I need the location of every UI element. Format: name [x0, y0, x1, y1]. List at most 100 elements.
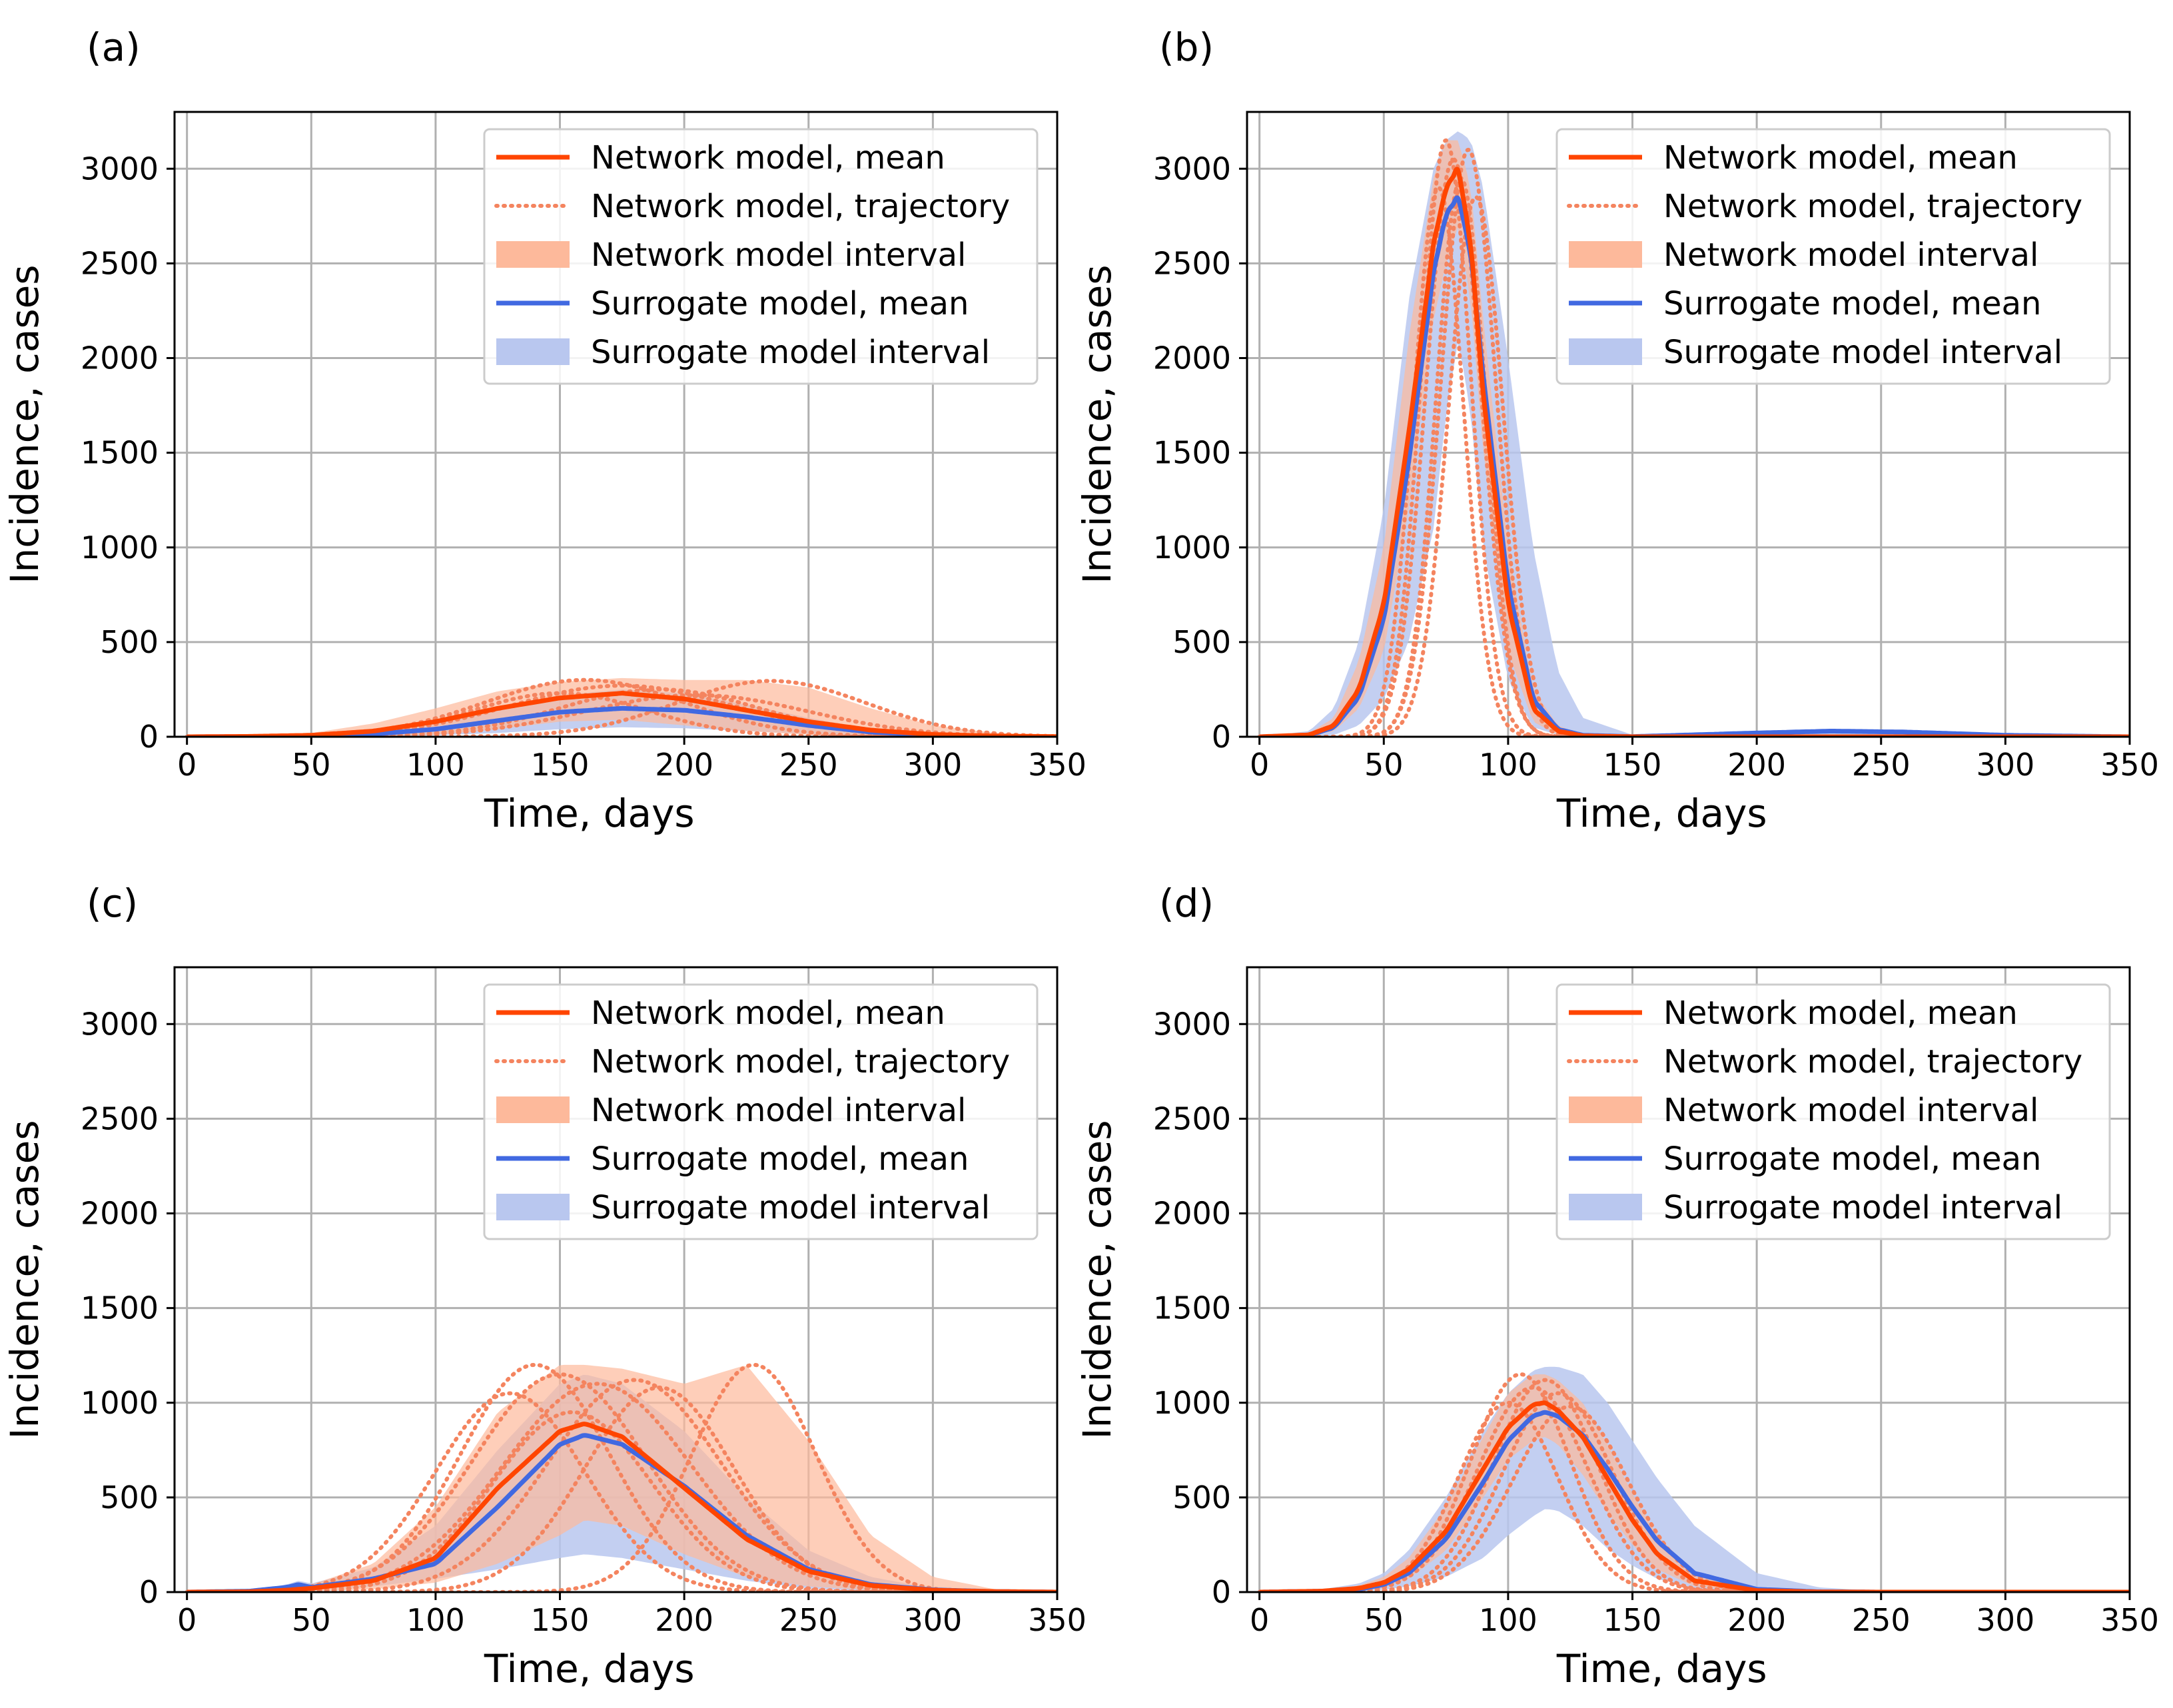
axes-frame	[173, 111, 1059, 738]
x-tick-label: 150	[531, 1602, 590, 1638]
network-trajectory-line	[185, 1410, 1057, 1592]
x-tick-label: 100	[1479, 1602, 1537, 1638]
network-interval-band	[187, 1364, 1057, 1592]
surrogate-interval-band	[1259, 1366, 2130, 1592]
y-tick-label: 3000	[81, 1006, 159, 1042]
y-tick-label: 2500	[81, 1100, 159, 1136]
panel-label: (a)	[87, 25, 141, 70]
legend-handle-network-interval	[1569, 1096, 1642, 1123]
plot-area	[1257, 1366, 2130, 1592]
x-tick-label: 0	[1250, 747, 1269, 783]
network-mean-line	[187, 691, 1057, 737]
network-trajectory-line	[185, 1391, 1057, 1592]
x-tick-label: 200	[1727, 1602, 1786, 1638]
network-mean-line	[1259, 1400, 2130, 1592]
panel-a: (a) 0 50 100 150 200 250 300 350 0 500 1000 1500 2000…	[2, 25, 1086, 836]
y-axis-label: Incidence, cases	[2, 1120, 47, 1439]
y-tick-label: 2000	[1153, 1196, 1231, 1232]
legend-handle-surrogate-interval	[1569, 1194, 1642, 1220]
x-tick-label: 100	[1479, 747, 1537, 783]
y-tick-label: 2500	[81, 245, 159, 281]
x-tick-label: 0	[177, 1602, 197, 1638]
network-trajectory-line	[1257, 1386, 2130, 1592]
x-tick-label: 150	[1603, 747, 1662, 783]
panel-c: (c) 0 50 100 150 200 250 300 350 0 500 1000 1500 2000…	[2, 881, 1086, 1691]
legend-label: Network model, trajectory	[591, 188, 1010, 225]
axes-frame	[173, 966, 1059, 1593]
panel-b: (b) 0 50 100 150 200 250 300 350 0 500 1000 1500 2000…	[1075, 25, 2159, 836]
x-tick-label: 300	[903, 1602, 962, 1638]
legend-label: Network model interval	[591, 1092, 966, 1129]
y-tick-label: 1500	[1153, 1290, 1231, 1326]
network-interval-band	[1259, 140, 2130, 737]
y-tick-label: 500	[1172, 624, 1231, 660]
x-tick-label: 250	[1852, 1602, 1911, 1638]
x-axis-label: Time, days	[484, 1646, 695, 1691]
x-tick-label: 350	[2100, 1602, 2159, 1638]
legend-label: Network model interval	[591, 236, 966, 274]
y-tick-label: 500	[100, 1480, 159, 1515]
y-tick-label: 1500	[1153, 435, 1231, 471]
legend-box	[1555, 983, 2111, 1240]
x-tick-label: 250	[779, 1602, 838, 1638]
y-tick-label: 2000	[81, 1196, 159, 1232]
x-tick-label: 50	[292, 747, 331, 783]
legend-label: Surrogate model interval	[1663, 334, 2062, 371]
legend-label: Surrogate model, mean	[1663, 1140, 2041, 1178]
x-tick-label: 300	[1976, 747, 2034, 783]
legend-label: Surrogate model interval	[1663, 1189, 2062, 1226]
x-tick-label: 50	[1364, 747, 1404, 783]
y-tick-label: 2000	[81, 340, 159, 376]
y-axis-label: Incidence, cases	[1075, 1120, 1120, 1439]
legend-label: Surrogate model interval	[591, 334, 990, 371]
network-trajectory-line	[1257, 138, 2130, 737]
x-tick-label: 350	[1028, 747, 1086, 783]
y-tick-label: 1000	[1153, 530, 1231, 566]
network-mean-line	[1259, 167, 2130, 737]
x-tick-label: 200	[1727, 747, 1786, 783]
x-tick-label: 250	[1852, 747, 1911, 783]
y-tick-label: 1500	[81, 435, 159, 471]
legend-label: Surrogate model interval	[591, 1189, 990, 1226]
legend-handle-network-interval	[1569, 241, 1642, 268]
axes-frame	[1246, 966, 2131, 1593]
y-tick-label: 2000	[1153, 340, 1231, 376]
legend-handle-surrogate-interval	[496, 338, 570, 365]
network-trajectory-line	[185, 1362, 1057, 1592]
y-tick-label: 0	[139, 1574, 159, 1610]
legend-box	[483, 983, 1039, 1240]
legend: Network model, mean Network model, trajec…	[1555, 128, 2111, 385]
network-mean-line	[187, 1422, 1057, 1592]
x-tick-label: 50	[292, 1602, 331, 1638]
network-trajectory-line	[1257, 157, 2130, 737]
y-tick-label: 1500	[81, 1290, 159, 1326]
x-tick-label: 0	[1250, 1602, 1269, 1638]
y-tick-label: 2500	[1153, 245, 1231, 281]
y-tick-label: 1000	[81, 530, 159, 566]
legend-label: Surrogate model, mean	[591, 285, 969, 322]
x-tick-label: 100	[406, 1602, 465, 1638]
x-tick-label: 350	[2100, 747, 2159, 783]
x-tick-label: 50	[1364, 1602, 1404, 1638]
legend-box	[1555, 128, 2111, 385]
x-axis-label: Time, days	[1556, 791, 1767, 836]
panel-label: (c)	[87, 881, 138, 926]
y-tick-label: 2500	[1153, 1100, 1231, 1136]
y-tick-label: 500	[100, 624, 159, 660]
x-tick-label: 150	[531, 747, 590, 783]
panel-d: (d) 0 50 100 150 200 250 300 350 0 500 1000 1500 2000…	[1075, 881, 2159, 1691]
legend-label: Network model, mean	[1663, 139, 2018, 177]
network-trajectory-line	[1257, 195, 2130, 737]
legend-label: Network model interval	[1663, 1092, 2038, 1129]
axes-frame	[1246, 111, 2131, 738]
legend-box	[483, 128, 1039, 385]
y-tick-label: 0	[139, 719, 159, 755]
panel-label: (d)	[1159, 881, 1214, 926]
legend-label: Network model, trajectory	[591, 1043, 1010, 1080]
legend-label: Network model interval	[1663, 236, 2038, 274]
y-tick-label: 0	[1212, 1574, 1231, 1610]
legend-handle-network-interval	[496, 241, 570, 268]
legend-label: Network model, trajectory	[1663, 1043, 2082, 1080]
x-tick-label: 100	[406, 747, 465, 783]
